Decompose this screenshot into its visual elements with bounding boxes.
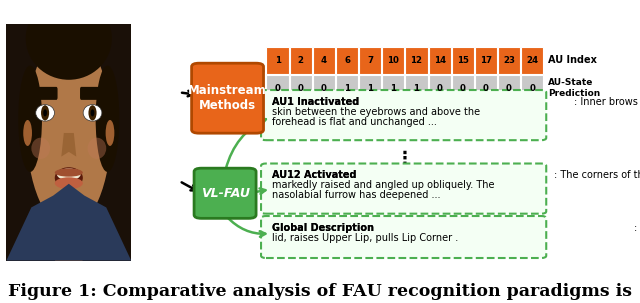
Text: ⋮: ⋮ — [396, 150, 414, 168]
Text: 14: 14 — [433, 56, 445, 65]
Text: 1: 1 — [413, 84, 419, 92]
Ellipse shape — [95, 66, 119, 172]
FancyBboxPatch shape — [452, 75, 474, 102]
Text: skin between the eyebrows and above the: skin between the eyebrows and above the — [272, 107, 480, 117]
Ellipse shape — [36, 105, 54, 121]
Text: 7: 7 — [367, 56, 373, 65]
FancyBboxPatch shape — [359, 47, 381, 74]
Text: 23: 23 — [503, 56, 515, 65]
Text: 0: 0 — [483, 84, 489, 92]
Text: 15: 15 — [457, 56, 468, 65]
Ellipse shape — [19, 66, 42, 172]
Ellipse shape — [31, 138, 50, 159]
FancyBboxPatch shape — [382, 75, 404, 102]
Text: Mainstream
Methods: Mainstream Methods — [188, 84, 267, 112]
FancyBboxPatch shape — [475, 47, 497, 74]
FancyBboxPatch shape — [498, 75, 520, 102]
Text: 2: 2 — [298, 56, 304, 65]
Ellipse shape — [55, 167, 83, 188]
Ellipse shape — [88, 138, 106, 159]
Polygon shape — [61, 133, 76, 157]
Ellipse shape — [23, 120, 32, 146]
Ellipse shape — [27, 33, 111, 228]
Text: 24: 24 — [526, 56, 538, 65]
FancyBboxPatch shape — [521, 47, 543, 74]
Text: markedly raised and angled up obliquely. The: markedly raised and angled up obliquely.… — [272, 180, 495, 190]
Text: 1: 1 — [275, 56, 280, 65]
Ellipse shape — [57, 168, 81, 180]
FancyBboxPatch shape — [313, 47, 335, 74]
Text: : Inner brows are not raised, the: : Inner brows are not raised, the — [574, 97, 640, 107]
Ellipse shape — [106, 120, 115, 146]
Text: AU Index: AU Index — [548, 55, 596, 65]
Text: nasolabial furrow has deepened ...: nasolabial furrow has deepened ... — [272, 191, 440, 201]
Ellipse shape — [83, 105, 102, 121]
FancyBboxPatch shape — [336, 75, 358, 102]
Text: : The corners of the lips are: : The corners of the lips are — [554, 170, 640, 180]
Text: 1: 1 — [367, 84, 373, 92]
FancyBboxPatch shape — [475, 75, 497, 102]
FancyBboxPatch shape — [266, 75, 289, 102]
Circle shape — [91, 109, 94, 116]
FancyBboxPatch shape — [429, 47, 451, 74]
FancyBboxPatch shape — [290, 75, 312, 102]
Ellipse shape — [55, 177, 83, 189]
Text: : A man raises cheek, tightens: : A man raises cheek, tightens — [634, 222, 640, 232]
Text: 0: 0 — [321, 84, 327, 92]
Text: AU12 Activated: AU12 Activated — [272, 170, 356, 180]
Text: 1: 1 — [390, 84, 396, 92]
FancyBboxPatch shape — [290, 47, 312, 74]
FancyBboxPatch shape — [80, 87, 104, 100]
Text: 0: 0 — [506, 84, 512, 92]
FancyBboxPatch shape — [261, 90, 547, 140]
FancyBboxPatch shape — [194, 168, 256, 218]
Circle shape — [88, 105, 97, 121]
Polygon shape — [6, 184, 131, 261]
FancyBboxPatch shape — [261, 164, 547, 214]
Circle shape — [41, 105, 49, 121]
FancyBboxPatch shape — [261, 216, 547, 258]
Text: 1: 1 — [344, 84, 350, 92]
FancyBboxPatch shape — [382, 47, 404, 74]
Text: 0: 0 — [460, 84, 466, 92]
Text: Global Description: Global Description — [272, 222, 374, 232]
Text: AU12 Activated: AU12 Activated — [272, 170, 356, 180]
Ellipse shape — [26, 0, 112, 80]
FancyBboxPatch shape — [336, 47, 358, 74]
FancyBboxPatch shape — [359, 75, 381, 102]
Text: 17: 17 — [480, 56, 492, 65]
FancyBboxPatch shape — [452, 47, 474, 74]
FancyBboxPatch shape — [405, 47, 428, 74]
Text: 0: 0 — [436, 84, 442, 92]
Ellipse shape — [55, 168, 83, 177]
FancyBboxPatch shape — [33, 87, 58, 100]
Text: AU1 Inactivated: AU1 Inactivated — [272, 97, 359, 107]
Text: 0: 0 — [275, 84, 280, 92]
Text: VL-FAU: VL-FAU — [200, 187, 250, 200]
Text: Figure 1: Comparative analysis of FAU recognition paradigms is: Figure 1: Comparative analysis of FAU re… — [8, 283, 632, 300]
Text: 4: 4 — [321, 56, 327, 65]
Text: 0: 0 — [298, 84, 303, 92]
Text: AU1 Inactivated: AU1 Inactivated — [272, 97, 359, 107]
Text: 12: 12 — [410, 56, 422, 65]
FancyBboxPatch shape — [313, 75, 335, 102]
Text: 6: 6 — [344, 56, 350, 65]
FancyBboxPatch shape — [498, 47, 520, 74]
FancyBboxPatch shape — [405, 75, 428, 102]
Polygon shape — [51, 178, 86, 261]
FancyBboxPatch shape — [266, 47, 289, 74]
Text: lid, raises Upper Lip, pulls Lip Corner .: lid, raises Upper Lip, pulls Lip Corner … — [272, 233, 458, 243]
Text: Global Description: Global Description — [272, 222, 374, 232]
Text: forehead is flat and unchanged ...: forehead is flat and unchanged ... — [272, 117, 437, 127]
Polygon shape — [6, 24, 131, 261]
FancyBboxPatch shape — [191, 63, 264, 133]
Text: 10: 10 — [387, 56, 399, 65]
Text: 0: 0 — [529, 84, 535, 92]
FancyBboxPatch shape — [521, 75, 543, 102]
Text: AU-State
Prediction: AU-State Prediction — [548, 78, 600, 98]
FancyBboxPatch shape — [429, 75, 451, 102]
Circle shape — [44, 109, 47, 116]
